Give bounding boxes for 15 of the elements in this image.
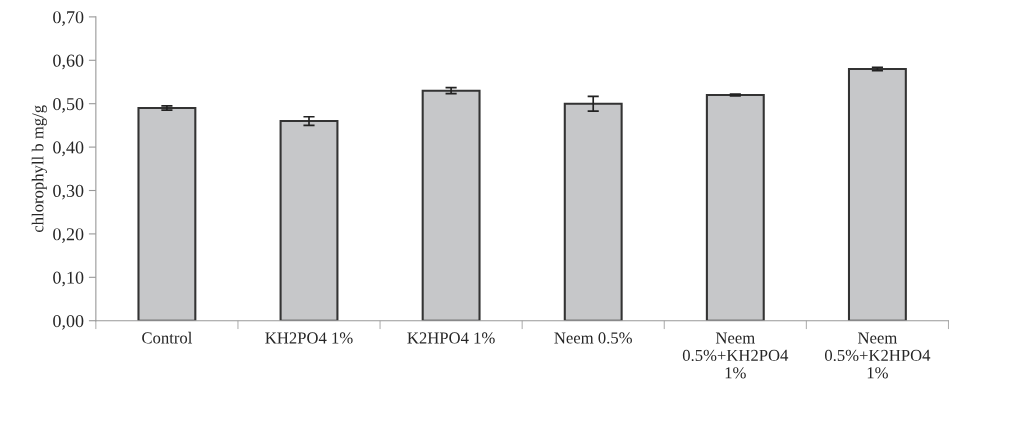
y-tick-label: 0,60 (53, 54, 84, 70)
y-tick-label: 0,30 (53, 184, 84, 200)
y-tick-label: 0,50 (53, 97, 84, 113)
y-axis-title: chlorophyll b mg/g (31, 105, 47, 233)
x-tick-label: Neem 0.5% (554, 332, 632, 344)
y-tick-label: 0,00 (53, 314, 84, 330)
y-tick-label: 0,10 (53, 271, 84, 287)
x-tick-label: KH2PO4 1% (265, 332, 353, 344)
y-tick-label: 0,40 (53, 141, 84, 157)
y-tick-label: 0,70 (53, 11, 84, 26)
y-tick-label: 0,20 (53, 228, 84, 243)
x-tick-label: Neem 0.5%+K2HPO4 1% (824, 332, 931, 379)
x-tick-label: Control (142, 331, 193, 344)
x-tick-label: K2HPO4 1% (407, 332, 495, 344)
x-tick-label: Neem 0.5%+KH2PO4 1% (682, 332, 789, 379)
